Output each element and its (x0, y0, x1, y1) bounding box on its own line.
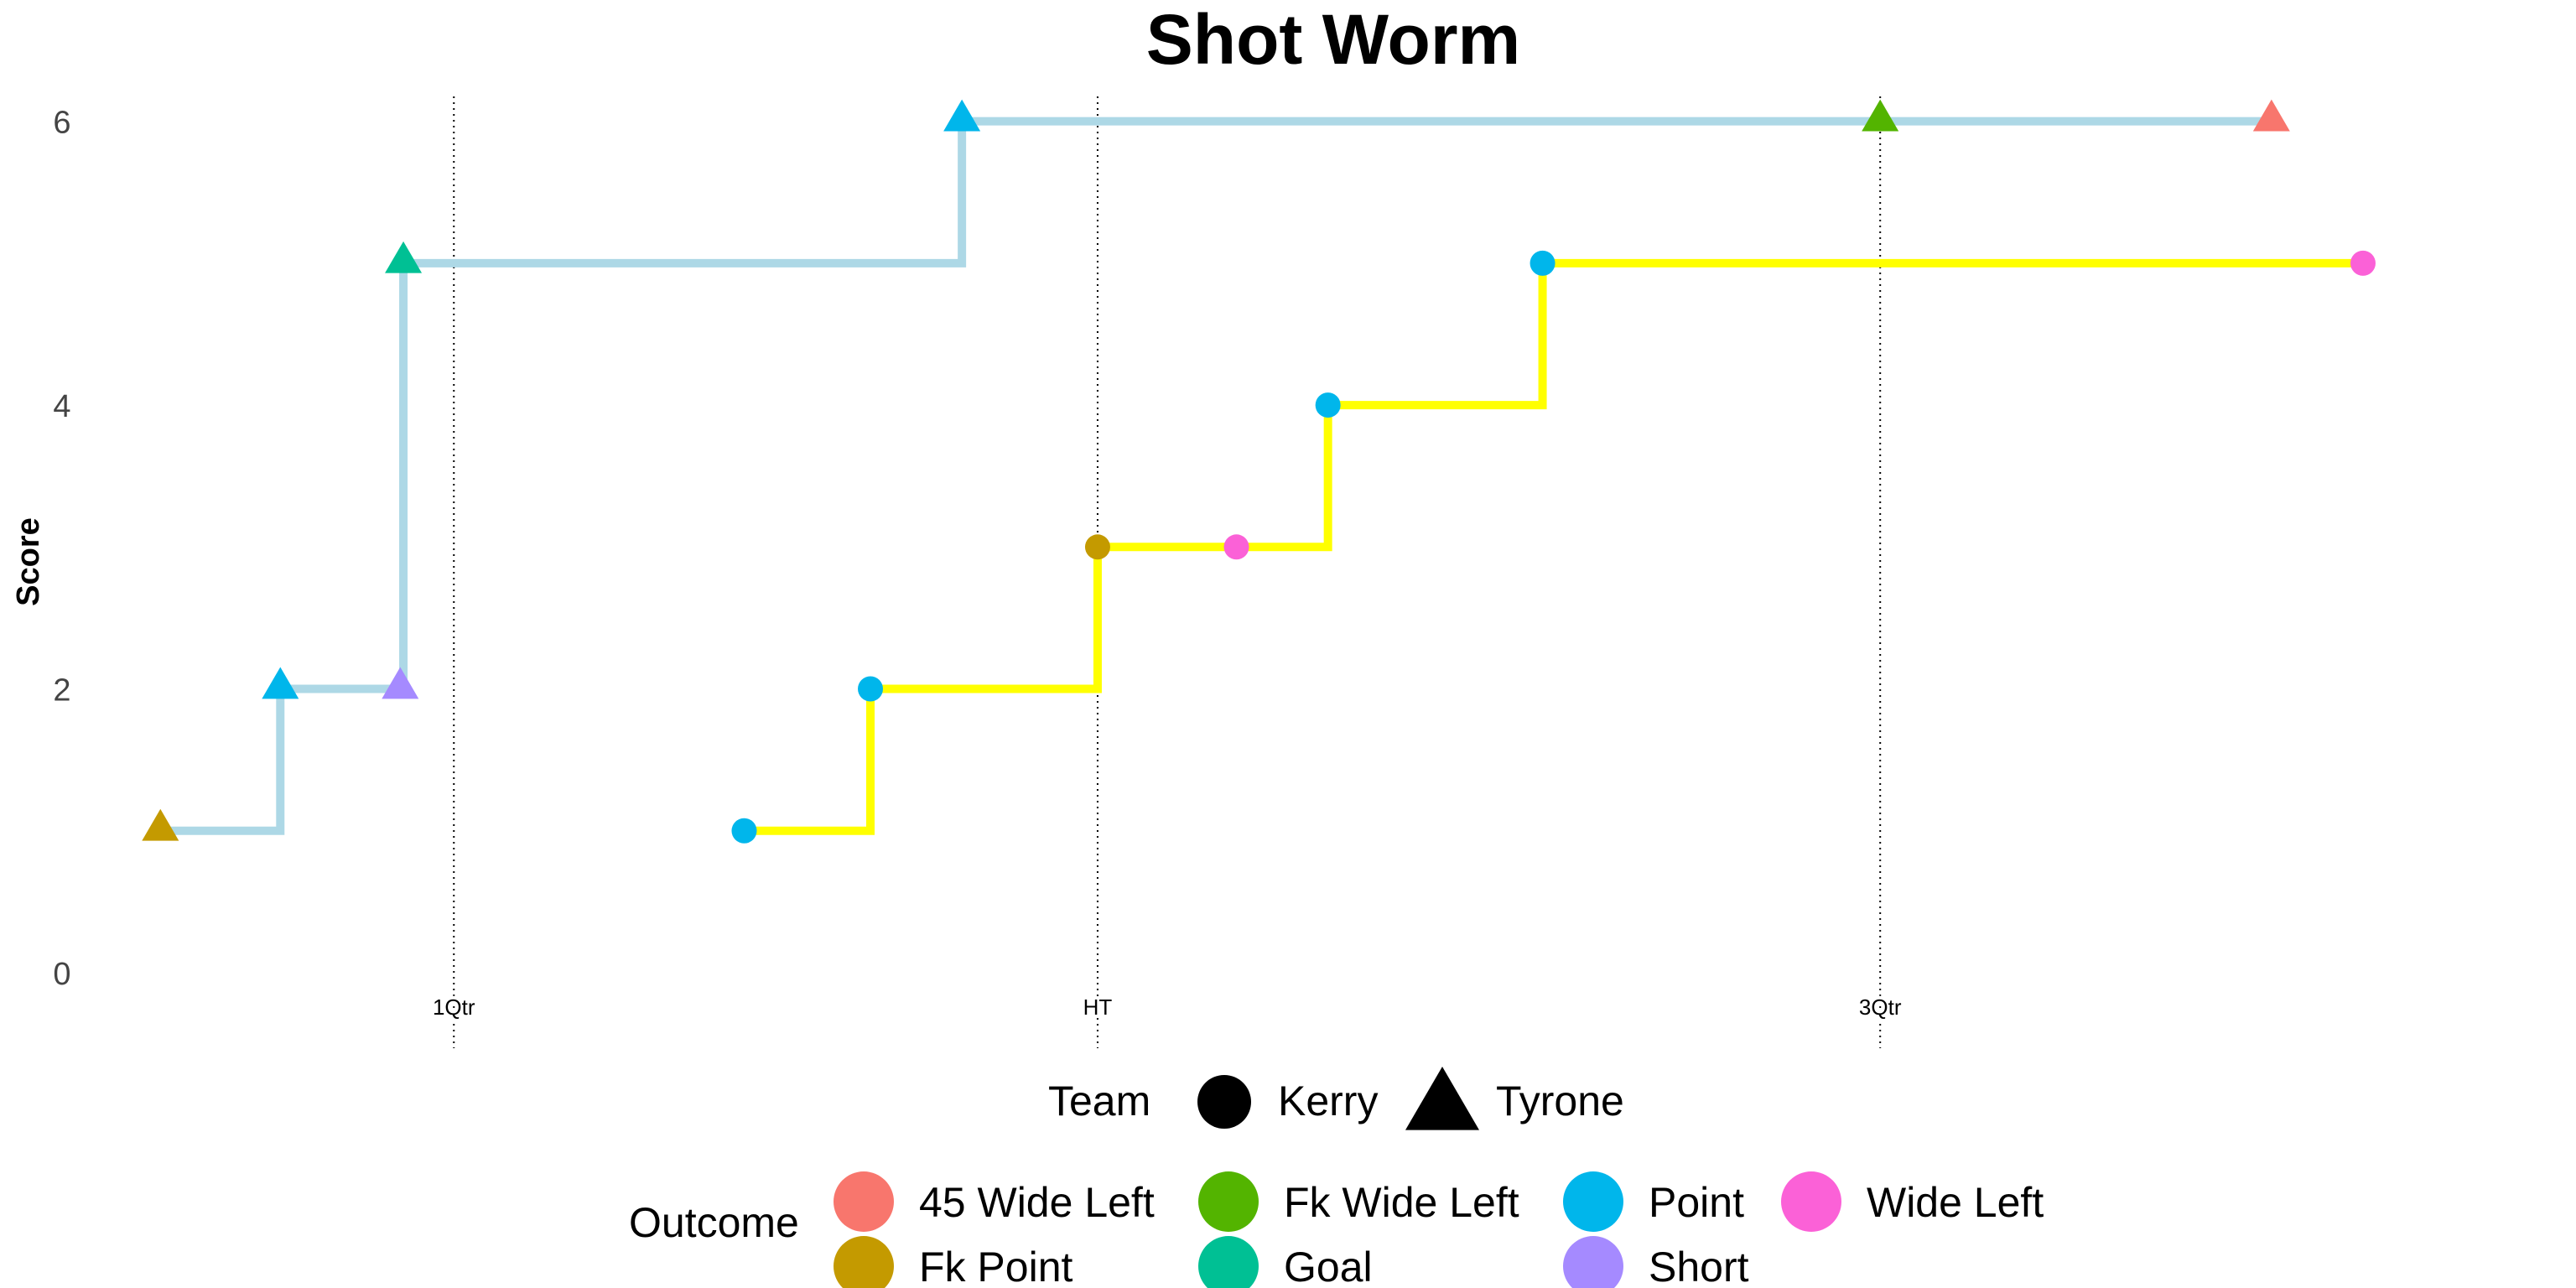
shot-point-kerry (2350, 250, 2376, 276)
shot-point-tyrone (1862, 99, 1899, 132)
period-marker-label: 3Qtr (1859, 995, 1902, 1020)
shot-point-kerry (1315, 392, 1341, 418)
y-axis-label: Score (11, 517, 46, 606)
y-axis-ticks: 0 2 4 6 (53, 106, 70, 992)
legend-team-title: Team (1048, 1078, 1150, 1124)
shot-point-tyrone (943, 99, 981, 132)
legend-outcome-title: Outcome (629, 1199, 799, 1246)
shot-point-kerry (1084, 534, 1110, 560)
shot-point-kerry (858, 676, 883, 702)
shot-point-kerry (1530, 250, 1555, 276)
shot-point-kerry (731, 818, 757, 844)
legend-team-label: Tyrone (1496, 1078, 1624, 1124)
score-line-tyrone (160, 117, 2272, 835)
shot-point-tyrone (142, 808, 179, 841)
legend-team-label: Kerry (1278, 1078, 1378, 1124)
period-marker-label: 1Qtr (433, 995, 475, 1020)
shot-point-tyrone (385, 241, 423, 273)
shot-point-tyrone (2252, 99, 2290, 132)
legend-outcome-label: Fk Point (919, 1244, 1073, 1288)
legend-team-entries: Kerry Tyrone (1197, 1067, 1624, 1130)
y-tick-label: 0 (53, 957, 70, 992)
legend-outcome-label: Wide Left (1867, 1179, 2044, 1226)
chart-title: Shot Worm (1146, 0, 1520, 79)
legend: Team Outcome Kerry Tyrone 45 Wide Left Fk … (629, 1067, 2044, 1288)
score-lines (160, 117, 2363, 835)
legend-team-key-triangle (1405, 1067, 1479, 1130)
legend-outcome-label: Fk Wide Left (1284, 1179, 1519, 1226)
legend-outcome-label: Short (1649, 1244, 1749, 1288)
y-tick-label: 2 (53, 673, 70, 709)
legend-outcome-swatch (1198, 1171, 1259, 1232)
score-line-kerry (744, 258, 2363, 835)
legend-outcome-swatch (834, 1171, 894, 1232)
legend-outcome-label: Point (1649, 1179, 1744, 1226)
period-marker-label: HT (1083, 995, 1113, 1020)
legend-outcome-swatch (1563, 1236, 1623, 1288)
legend-outcome-swatch (834, 1236, 894, 1288)
shot-point-tyrone (382, 667, 419, 699)
legend-outcome-entries: 45 Wide Left Fk Point Fk Wide Left Goal Poin… (834, 1171, 2044, 1288)
shot-point-tyrone (262, 667, 299, 699)
period-marker-label-halo: 1Qtr (433, 995, 475, 1020)
period-marker-label-halo: HT (1083, 995, 1113, 1020)
legend-outcome-swatch (1198, 1236, 1259, 1288)
shot-points (142, 99, 2376, 844)
legend-outcome-label: 45 Wide Left (919, 1179, 1155, 1226)
shot-point-kerry (1223, 534, 1249, 560)
legend-outcome-swatch (1563, 1171, 1623, 1232)
legend-outcome-label: Goal (1284, 1244, 1373, 1288)
y-tick-label: 4 (53, 389, 70, 424)
legend-team-key-circle (1197, 1075, 1251, 1129)
period-marker-label-halo: 3Qtr (1859, 995, 1902, 1020)
y-tick-label: 6 (53, 106, 70, 141)
legend-outcome-swatch (1781, 1171, 1841, 1232)
